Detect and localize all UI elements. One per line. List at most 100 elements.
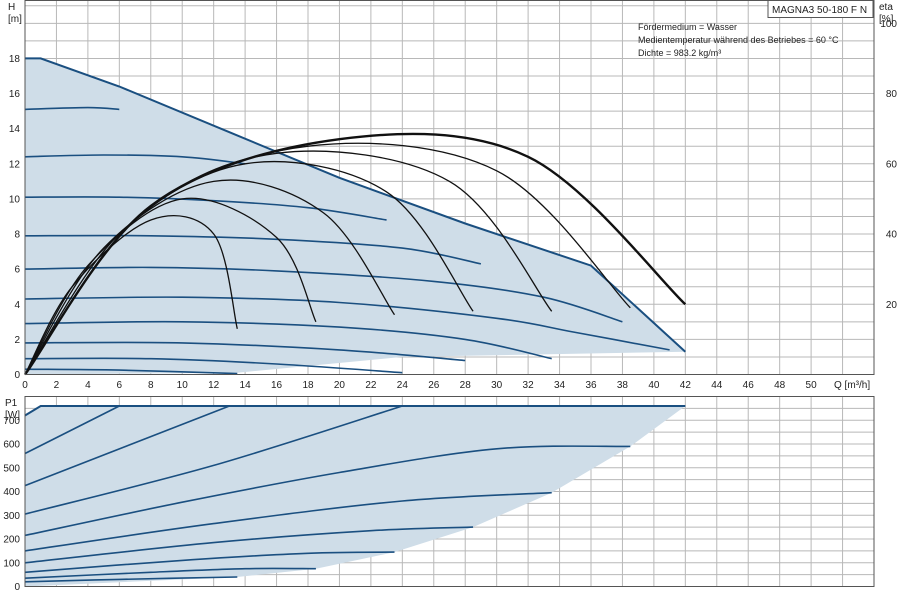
head-curve: [25, 57, 686, 353]
power-curve: [24, 491, 552, 552]
eta-axis-symbol: eta: [879, 2, 893, 13]
x-tick-label: 2: [54, 380, 60, 391]
efficiency-tick-labels: 20 40 60 80 100: [880, 19, 897, 311]
efficiency-curves: [24, 132, 687, 376]
eta-axis-unit: [%]: [879, 14, 894, 25]
x-tick-label: 22: [365, 380, 377, 391]
p1-tick-label: 0: [14, 582, 20, 593]
power-plot-frame: [24, 396, 875, 587]
p1-tick-label: 400: [3, 487, 20, 498]
power-curve: [24, 526, 474, 564]
p1-tick-label: 700: [3, 416, 20, 427]
head-curves: [24, 57, 686, 375]
power-curve: [24, 405, 403, 515]
power-curve: [24, 405, 230, 487]
x-tick-label: 36: [585, 380, 597, 391]
x-tick-label: 14: [240, 380, 252, 391]
x-tick-label: 4: [85, 380, 91, 391]
head-plot-frame: [24, 0, 875, 375]
efficiency-curve: [24, 179, 396, 375]
eta-tick-label: 40: [886, 230, 898, 241]
x-tick-label: 26: [428, 380, 440, 391]
efficiency-curve: [24, 215, 238, 375]
h-axis-symbol: H: [8, 2, 15, 13]
note-temperature: Medientemperatur während des Betriebes =…: [638, 35, 839, 45]
x-tick-label: 28: [460, 380, 472, 391]
h-tick-label: 10: [9, 194, 21, 205]
p1-axis-unit: [W]: [5, 410, 20, 421]
p1-tick-label: 600: [3, 440, 20, 451]
x-tick-label: 20: [334, 380, 346, 391]
efficiency-curve: [24, 197, 317, 375]
x-tick-label: 8: [148, 380, 154, 391]
power-curve: [24, 567, 316, 579]
head-curve: [24, 341, 466, 362]
head-operating-area-fill: [25, 58, 686, 375]
head-curve: [24, 357, 403, 374]
x-tick-label: 50: [806, 380, 818, 391]
note-density: Dichte = 983.2 kg/m³: [638, 48, 721, 58]
x-tick-label: 30: [491, 380, 503, 391]
head-curve: [24, 320, 552, 360]
p1-tick-label: 300: [3, 511, 20, 522]
head-operating-area: [25, 58, 686, 375]
eta-tick-label: 60: [886, 159, 898, 170]
x-tick-label: 46: [743, 380, 755, 391]
h-tick-label: 14: [9, 124, 21, 135]
x-tick-label: 0: [22, 380, 28, 391]
x-tick-label: 24: [397, 380, 409, 391]
head-curve: [24, 368, 238, 375]
x-tick-labels: 0 2 4 6 8 10 12 14 16 18 20 22 24 26 28 30 32 34 36 38 40 42 4…: [22, 380, 817, 391]
eta-tick-label: 100: [880, 19, 897, 30]
h-tick-label: 2: [14, 335, 20, 346]
x-tick-label: 16: [271, 380, 283, 391]
power-curve: [24, 576, 238, 583]
h-tick-label: 4: [14, 300, 20, 311]
h-tick-label: 6: [14, 265, 20, 276]
x-tick-label: 48: [774, 380, 786, 391]
power-operating-area: [25, 406, 686, 587]
head-curve: [24, 234, 482, 265]
h-axis-unit: [m]: [8, 14, 22, 25]
power-tick-labels: 0 100 200 300 400 500 600 700: [3, 416, 20, 593]
x-tick-label: 44: [711, 380, 723, 391]
power-curve: [24, 551, 395, 574]
head-curve: [24, 266, 623, 323]
head-curve: [24, 196, 387, 221]
x-tick-label: 32: [523, 380, 535, 391]
x-tick-label: 12: [208, 380, 220, 391]
power-curve: [24, 405, 686, 417]
head-tick-labels: 0 2 4 6 8 10 12 14 16 18: [9, 54, 21, 381]
eta-tick-label: 20: [886, 300, 898, 311]
power-curve: [24, 405, 120, 455]
x-tick-label: 6: [117, 380, 123, 391]
h-tick-label: 16: [9, 89, 21, 100]
x-tick-label: 34: [554, 380, 566, 391]
p1-axis-symbol: P1: [5, 398, 18, 409]
efficiency-curve: [24, 132, 687, 376]
x-tick-label: 40: [648, 380, 660, 391]
efficiency-curve: [24, 161, 474, 375]
power-operating-area-fill: [25, 406, 686, 587]
h-tick-label: 8: [14, 230, 20, 241]
h-tick-label: 0: [14, 370, 20, 381]
x-tick-label: 38: [617, 380, 629, 391]
h-tick-label: 18: [9, 54, 21, 65]
x-tick-label: 42: [680, 380, 692, 391]
power-curves: [24, 405, 686, 583]
head-curve: [24, 154, 246, 165]
model-box: [767, 0, 874, 18]
power-panel: 0 100 200 300 400 500 600 700 P1 [W]: [3, 396, 875, 593]
note-medium: Fördermedium = Wasser: [638, 22, 737, 32]
h-tick-label: 12: [9, 159, 21, 170]
x-tick-label: 18: [302, 380, 314, 391]
head-curve: [24, 296, 670, 351]
x-axis-label: Q [m³/h]: [834, 380, 870, 391]
eta-tick-label: 80: [886, 89, 898, 100]
head-curve: [24, 106, 120, 111]
p1-tick-label: 500: [3, 463, 20, 474]
x-tick-label: 10: [177, 380, 189, 391]
p1-tick-label: 200: [3, 535, 20, 546]
